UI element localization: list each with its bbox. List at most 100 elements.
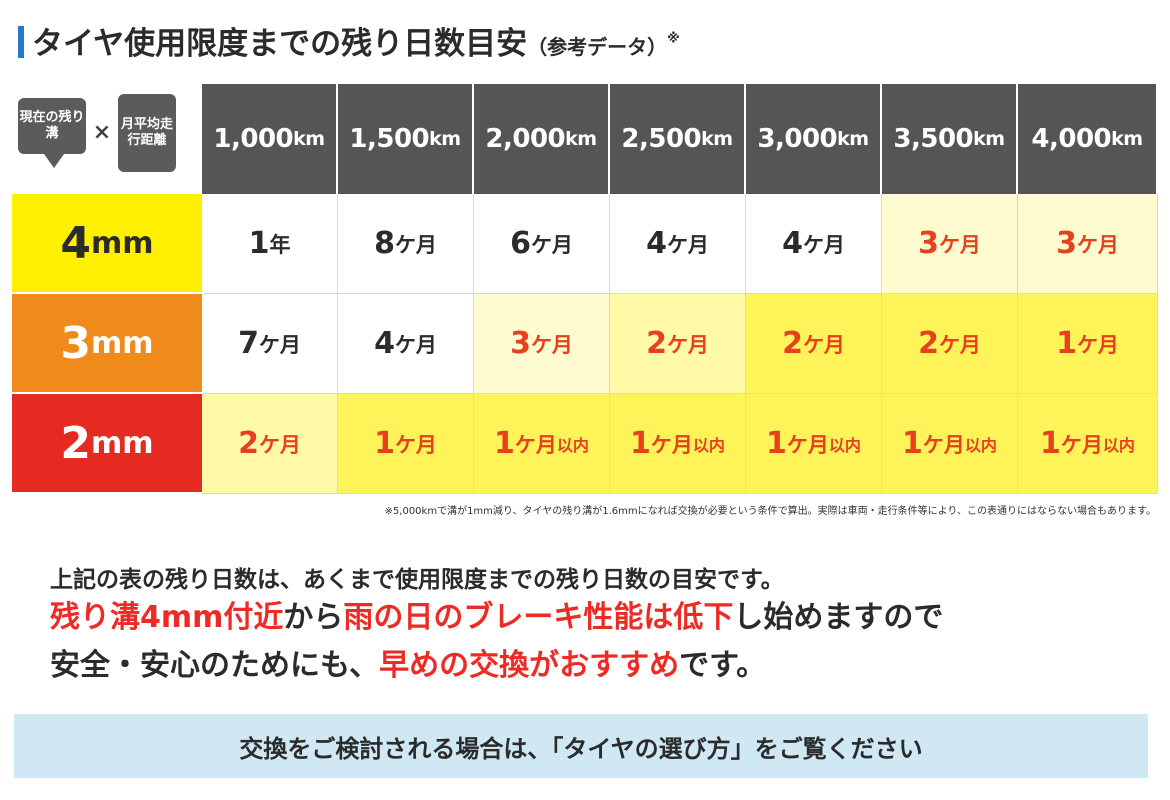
- column-distance-unit: km: [973, 128, 1005, 150]
- title-note-mark: ※: [667, 31, 680, 47]
- cell-number: 8: [374, 226, 395, 261]
- tread-depth-value: 3: [60, 317, 92, 369]
- cell-unit: ケ月: [666, 232, 709, 257]
- column-distance-unit: km: [429, 128, 461, 150]
- cell-unit: ケ月: [514, 432, 557, 457]
- highlight-brake-performance: 雨の日のブレーキ性能は低下: [343, 600, 734, 635]
- cell-number: 2: [782, 326, 803, 361]
- cell-unit: ケ月: [258, 432, 301, 457]
- tread-depth-value: 4: [60, 217, 92, 269]
- cell-number: 2: [238, 426, 259, 461]
- cell-unit: ケ月: [1076, 332, 1119, 357]
- column-header-3: 2,000 km: [474, 84, 610, 194]
- cell-unit: ケ月: [666, 332, 709, 357]
- row-label-2mm: 2 mm: [12, 394, 202, 494]
- cell-unit: ケ月: [530, 232, 573, 257]
- cell-unit: ケ月: [938, 332, 981, 357]
- cell-number: 1: [374, 426, 395, 461]
- column-distance-value: 1,000: [213, 124, 294, 154]
- row-label-4mm: 4 mm: [12, 194, 202, 294]
- table-cell: 1 ケ月 以内: [474, 394, 610, 494]
- tread-depth-chip: 現在の残り溝: [18, 98, 86, 168]
- cell-unit: ケ月: [394, 432, 437, 457]
- cell-number: 4: [374, 326, 395, 361]
- cell-number: 2: [918, 326, 939, 361]
- cell-within: 以内: [964, 435, 997, 455]
- times-sign: ×: [92, 120, 112, 145]
- remaining-months-table: 現在の残り溝 × 月平均走行距離 1,000 km 1,500 km 2,000 km 2,…: [12, 84, 1158, 494]
- cell-number: 3: [510, 326, 531, 361]
- cell-number: 1: [1056, 326, 1077, 361]
- tread-depth-unit: mm: [91, 325, 154, 361]
- title-accent-bar: [18, 26, 24, 58]
- cell-number: 1: [902, 426, 923, 461]
- column-distance-unit: km: [293, 128, 325, 150]
- cell-unit: ケ月: [258, 332, 301, 357]
- column-distance-value: 4,000: [1031, 124, 1112, 154]
- table-cell: 4 ケ月: [610, 194, 746, 294]
- cell-number: 1: [1040, 426, 1061, 461]
- tire-selection-banner[interactable]: 交換をご検討される場合は、「タイヤの選び方」をご覧ください: [14, 714, 1148, 778]
- table-cell: 4 ケ月: [746, 194, 882, 294]
- column-distance-unit: km: [837, 128, 869, 150]
- cell-unit: ケ月: [394, 232, 437, 257]
- column-distance-value: 1,500: [349, 124, 430, 154]
- column-distance-unit: km: [701, 128, 733, 150]
- row-label-3mm: 3 mm: [12, 294, 202, 394]
- cell-number: 3: [1056, 226, 1077, 261]
- message-line-1: 上記の表の残り日数は、あくまで使用限度までの残り日数の目安です。: [50, 567, 784, 593]
- tread-depth-unit: mm: [91, 225, 154, 261]
- cell-unit: ケ月: [802, 332, 845, 357]
- column-header-1: 1,000 km: [202, 84, 338, 194]
- cell-number: 6: [510, 226, 531, 261]
- cell-number: 2: [646, 326, 667, 361]
- column-header-4: 2,500 km: [610, 84, 746, 194]
- column-distance-unit: km: [565, 128, 597, 150]
- cell-unit: ケ月: [938, 232, 981, 257]
- column-distance-value: 3,500: [893, 124, 974, 154]
- cell-within: 以内: [556, 435, 589, 455]
- table-cell: 2 ケ月: [610, 294, 746, 394]
- cell-unit: ケ月: [1060, 432, 1103, 457]
- cell-number: 4: [782, 226, 803, 261]
- column-distance-unit: km: [1111, 128, 1143, 150]
- cell-number: 4: [646, 226, 667, 261]
- message-line-3: 安全・安心のためにも、早めの交換がおすすめです。: [50, 640, 766, 684]
- table-cell: 8 ケ月: [338, 194, 474, 294]
- monthly-distance-chip: 月平均走行距離: [118, 94, 176, 172]
- table-cell: 3 ケ月: [882, 194, 1018, 294]
- cell-within: 以内: [1102, 435, 1135, 455]
- cell-number: 7: [238, 326, 259, 361]
- column-header-6: 3,500 km: [882, 84, 1018, 194]
- cell-within: 以内: [828, 435, 861, 455]
- table-cell: 2 ケ月: [202, 394, 338, 494]
- cell-unit: ケ月: [786, 432, 829, 457]
- cell-unit: ケ月: [650, 432, 693, 457]
- table-cell: 3 ケ月: [474, 294, 610, 394]
- table-cell: 7 ケ月: [202, 294, 338, 394]
- table-cell: 3 ケ月: [1018, 194, 1158, 294]
- cell-unit: ケ月: [1076, 232, 1119, 257]
- column-distance-value: 3,000: [757, 124, 838, 154]
- cell-unit: ケ月: [530, 332, 573, 357]
- cell-number: 1: [494, 426, 515, 461]
- cell-unit: 年: [269, 232, 291, 257]
- footnote: ※5,000kmで溝が1mm減り、タイヤの残り溝が1.6mmになれば交換が必要と…: [384, 506, 1156, 517]
- table-cell: 2 ケ月: [746, 294, 882, 394]
- column-header-7: 4,000 km: [1018, 84, 1158, 194]
- table-cell: 1 ケ月 以内: [610, 394, 746, 494]
- message-text: から: [283, 600, 344, 635]
- cell-unit: ケ月: [802, 232, 845, 257]
- tread-depth-value: 2: [60, 417, 92, 469]
- cell-number: 3: [918, 226, 939, 261]
- highlight-tread-4mm: 残り溝4mm付近: [50, 600, 284, 635]
- cell-within: 以内: [692, 435, 725, 455]
- table-cell: 6 ケ月: [474, 194, 610, 294]
- table-cell: 2 ケ月: [882, 294, 1018, 394]
- column-header-5: 3,000 km: [746, 84, 882, 194]
- table-cell: 4 ケ月: [338, 294, 474, 394]
- table-cell: 1 ケ月: [1018, 294, 1158, 394]
- table-corner: 現在の残り溝 × 月平均走行距離: [12, 84, 202, 194]
- table-cell: 1 ケ月 以内: [1018, 394, 1158, 494]
